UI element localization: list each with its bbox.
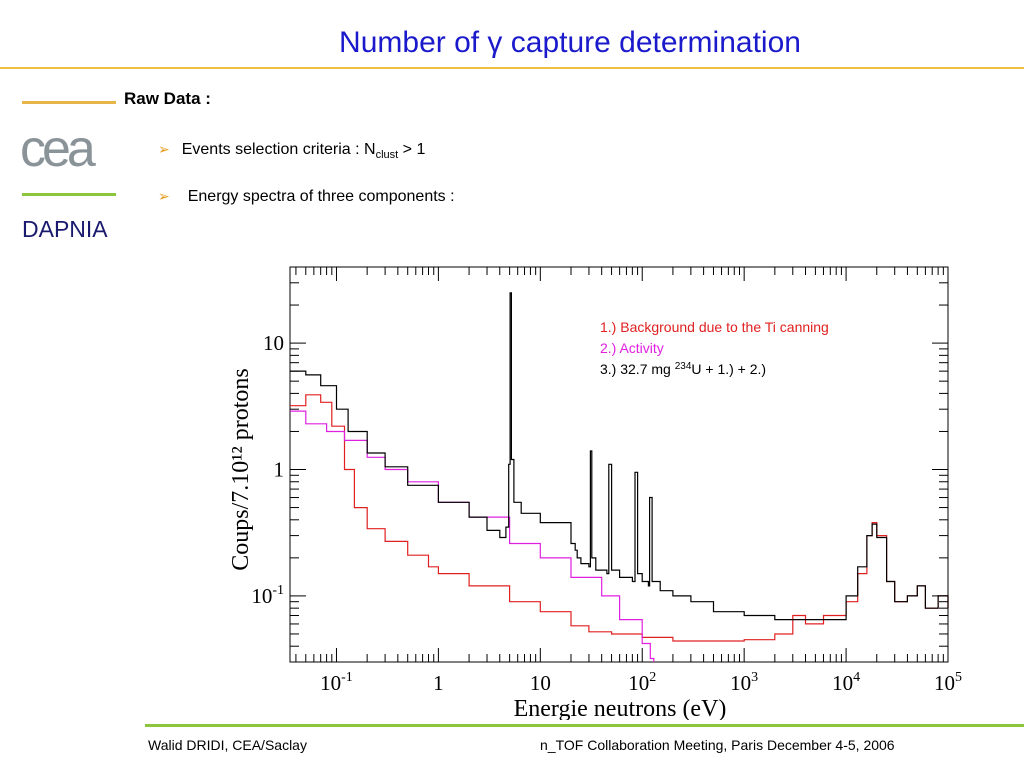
plot-area-frame [289,266,949,663]
footer-event: n_TOF Collaboration Meeting, Paris Decem… [540,737,895,753]
logo-bar-top [22,101,116,104]
svg-text:cea: cea [20,122,96,174]
y-tick-label: 10-1 [251,583,284,608]
x-tick-label: 105 [934,670,962,695]
org-name: DAPNIA [22,216,108,242]
y-axis-title: Coups/7.10¹² protons [228,368,254,570]
cea-logo: cea [20,122,100,174]
bullet-events-selection: ➢ Events selection criteria : Nclust > 1 [158,141,425,161]
y-tick-label: 1 [274,458,285,482]
tick-layer [290,266,949,663]
slide-title: Number of γ capture determination [339,26,801,59]
bullet-energy-spectra: ➢ Energy spectra of three components : [158,188,455,206]
y-tick-label: 10 [263,331,284,355]
legend-entry-3: 3.) 32.7 mg 234U + 1.) + 2.) [600,361,766,377]
legend-entry-2: 2.) Activity [600,340,664,356]
footer-divider [145,724,1024,727]
footer-author: Walid DRIDI, CEA/Saclay [148,737,307,753]
plot-frame [289,266,949,663]
series-line-3 [290,292,949,621]
x-tick-label: 10 [530,671,551,695]
legend-entry-1: 1.) Background due to the Ti canning [600,319,829,335]
x-tick-label: 103 [730,670,758,695]
title-divider [0,67,1024,69]
x-tick-label: 104 [832,670,860,695]
section-title: Raw Data : [124,89,211,108]
bullet2-text: Energy spectra of three components : [187,188,455,205]
bullet1-subscript: clust [375,149,399,162]
legend-layer: 1.) Background due to the Ti canning 2.) … [600,319,829,377]
arrow-bullet-icon: ➢ [158,141,170,157]
bullet1-suffix: > 1 [398,141,426,158]
series-layer [290,292,949,662]
logo-bar-bottom [22,193,116,196]
bullet1-text: Events selection criteria : N [181,141,376,158]
x-tick-label: 10-1 [320,670,353,695]
x-axis-title: Energie neutrons (eV) [514,696,727,720]
x-tick-label: 1 [433,671,444,695]
x-tick-label: 102 [628,670,656,695]
arrow-bullet-icon: ➢ [158,188,170,204]
